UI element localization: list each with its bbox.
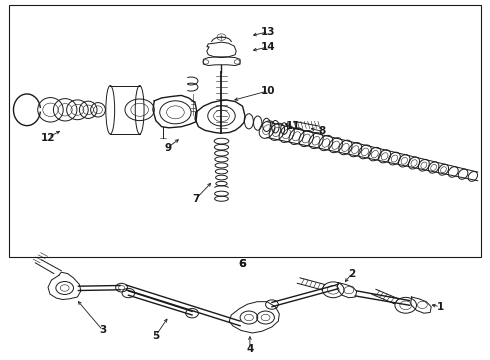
Text: 14: 14 [261,42,276,52]
Text: 1: 1 [437,302,443,312]
Text: 10: 10 [261,86,276,96]
Text: 9: 9 [164,143,171,153]
Bar [9,5,481,257]
Text: 6: 6 [239,258,246,269]
Text: 2: 2 [348,269,355,279]
Text: 5: 5 [152,330,159,341]
Text: 4: 4 [246,344,254,354]
Text: 3: 3 [99,325,106,336]
Text: 7: 7 [192,194,200,204]
Text: 12: 12 [41,132,55,143]
Text: 8: 8 [319,126,326,136]
Text: 6: 6 [239,258,246,269]
Text: 11: 11 [286,121,300,131]
Text: 13: 13 [261,27,276,37]
